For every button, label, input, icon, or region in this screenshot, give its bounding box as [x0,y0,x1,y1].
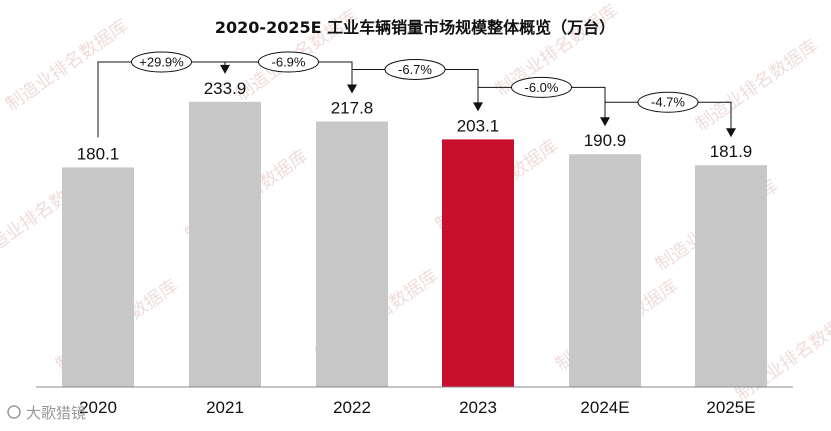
growth-rate-label: -6.0% [525,80,559,95]
growth-rate-label: -6.7% [398,62,432,77]
value-label-2022: 217.8 [331,98,374,117]
growth-rate-label: -4.7% [651,95,685,110]
value-label-2023: 203.1 [457,116,500,135]
growth-rate-pill [258,51,319,73]
category-label-2020: 2020 [79,398,117,417]
category-label-2021: 2021 [206,398,244,417]
growth-rate-pill [131,51,192,73]
bar-2024E [569,154,641,387]
watermark-text: 制造业排名数据库 [692,36,822,136]
category-label-2022: 2022 [333,398,371,417]
camera-icon [7,405,21,419]
category-label-2025E: 2025E [706,398,755,417]
footer-credit-text: 大歌猎镜 [26,404,86,422]
growth-annotations: +29.9% -6.9% -6.7% -6.0% -4.7% [97,51,736,138]
value-label-2020: 180.1 [77,144,120,163]
category-label-2024E: 2024E [580,398,629,417]
value-label-2021: 233.9 [204,79,247,98]
category-label-2023: 2023 [459,398,497,417]
footer-credit: 大歌猎镜 [7,404,86,422]
bars-group [62,101,767,387]
growth-rate-pill [637,91,699,113]
growth-rate-pill [511,76,572,98]
labels-group: 180.1 2020 233.9 2021 217.8 2022 203.1 2023 190.… [77,79,756,417]
chart-title: 2020-2025E 工业车辆销量市场规模整体概览（万台） [215,18,615,37]
bar-2020 [62,167,134,387]
value-label-2024E: 190.9 [584,131,627,150]
watermark-text: 制造业排名数据库 [2,16,132,116]
value-label-2025E: 181.9 [710,142,753,161]
growth-rate-pill [384,58,446,80]
bar-2025E [695,165,767,387]
growth-rate-label: -6.9% [272,55,306,70]
bar-2023 [442,139,514,387]
bar-2021 [189,101,261,387]
bar-2022 [316,121,388,387]
growth-arrowhead [726,128,736,138]
growth-rate-label: +29.9% [139,55,184,70]
